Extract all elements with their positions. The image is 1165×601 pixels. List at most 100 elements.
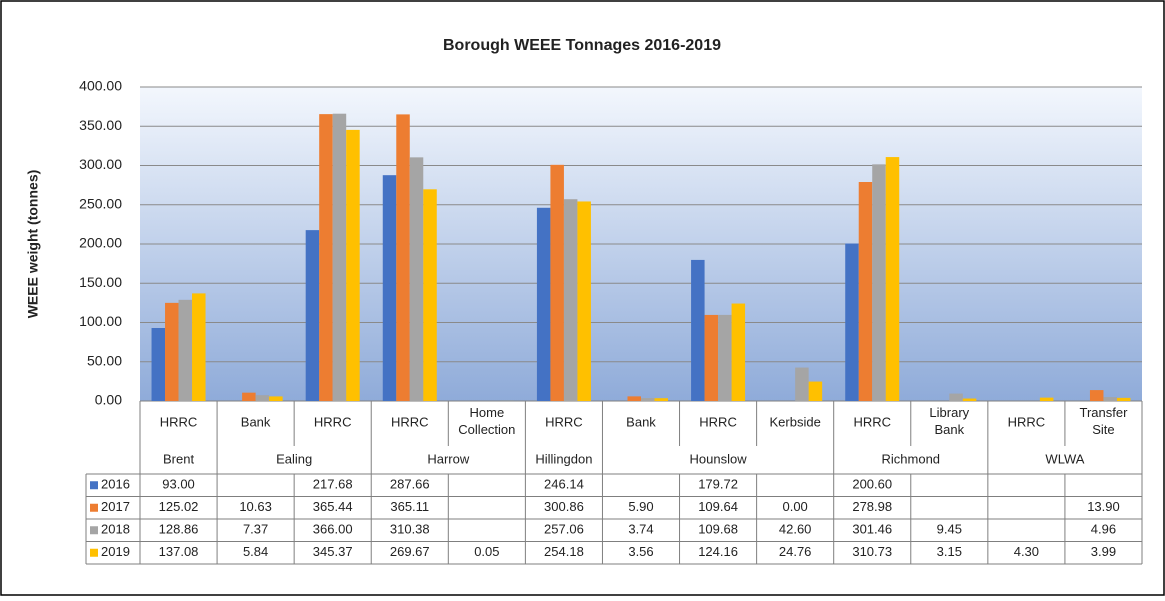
- table-value: 3.74: [628, 522, 653, 537]
- legend-swatch: [90, 549, 98, 557]
- chart-title: Borough WEEE Tonnages 2016-2019: [443, 37, 721, 54]
- bar: [963, 399, 977, 401]
- x-tick-label: Bank: [626, 414, 656, 429]
- bar: [550, 165, 564, 401]
- table-value: 109.68: [698, 522, 738, 537]
- group-label: Richmond: [882, 451, 941, 466]
- bar: [1090, 390, 1104, 401]
- bar: [809, 382, 823, 401]
- table-value: 3.99: [1091, 544, 1116, 559]
- bar: [346, 130, 360, 401]
- bar: [872, 164, 886, 401]
- bar: [1040, 398, 1054, 401]
- bar: [655, 398, 669, 401]
- table-value: 287.66: [390, 477, 430, 492]
- y-tick-label: 0.00: [95, 392, 122, 408]
- bar: [705, 315, 719, 401]
- x-tick-label: HRRC: [160, 414, 198, 429]
- y-axis-label: WEEE weight (tonnes): [25, 170, 41, 319]
- y-tick-label: 50.00: [87, 352, 122, 368]
- table-value: 4.30: [1014, 544, 1039, 559]
- table-value: 4.96: [1091, 522, 1116, 537]
- table-value: 125.02: [159, 499, 199, 514]
- table-value: 246.14: [544, 477, 584, 492]
- table-value: 42.60: [779, 522, 812, 537]
- bar: [795, 368, 809, 401]
- table-value: 217.68: [313, 477, 353, 492]
- group-label: Brent: [163, 451, 194, 466]
- bar: [1103, 397, 1117, 401]
- x-tick-label: HRRC: [391, 414, 429, 429]
- table-value: 278.98: [852, 499, 892, 514]
- x-tick-label: HRRC: [545, 414, 583, 429]
- table-value: 24.76: [779, 544, 812, 559]
- bar: [306, 230, 320, 401]
- bar: [718, 315, 732, 401]
- bar: [396, 114, 410, 401]
- table-value: 366.00: [313, 522, 353, 537]
- table-value: 7.37: [243, 522, 268, 537]
- legend-swatch: [90, 481, 98, 489]
- y-tick-label: 100.00: [79, 313, 122, 329]
- group-label: WLWA: [1045, 451, 1084, 466]
- x-tick-label: Kerbside: [769, 414, 820, 429]
- x-tick-label: Bank: [241, 414, 271, 429]
- bar: [269, 396, 283, 401]
- group-label: Hillingdon: [535, 451, 592, 466]
- table-value: 257.06: [544, 522, 584, 537]
- legend-label: 2019: [101, 544, 130, 559]
- table-value: 13.90: [1087, 499, 1120, 514]
- bar: [242, 393, 256, 401]
- bar: [319, 114, 333, 401]
- y-tick-label: 200.00: [79, 235, 122, 251]
- bar: [628, 396, 642, 401]
- table-value: 310.73: [852, 544, 892, 559]
- bar: [845, 244, 859, 401]
- bar: [165, 303, 179, 401]
- table-value: 3.56: [628, 544, 653, 559]
- table-value: 254.18: [544, 544, 584, 559]
- table-value: 301.46: [852, 522, 892, 537]
- bar: [564, 199, 578, 401]
- bar: [732, 304, 746, 401]
- table-value: 128.86: [159, 522, 199, 537]
- y-tick-label: 250.00: [79, 195, 122, 211]
- table-value: 269.67: [390, 544, 430, 559]
- bar: [691, 260, 705, 401]
- table-value: 9.45: [937, 522, 962, 537]
- bar: [577, 201, 591, 401]
- bar: [1117, 398, 1131, 401]
- table-value: 365.44: [313, 499, 353, 514]
- bar: [179, 300, 193, 401]
- table-value: 300.86: [544, 499, 584, 514]
- table-value: 365.11: [390, 499, 429, 514]
- y-tick-label: 350.00: [79, 117, 122, 133]
- y-tick-label: 150.00: [79, 274, 122, 290]
- table-value: 0.00: [782, 499, 807, 514]
- table-value: 10.63: [239, 499, 272, 514]
- table-value: 93.00: [162, 477, 195, 492]
- legend-label: 2018: [101, 522, 130, 537]
- table-value: 200.60: [852, 477, 892, 492]
- table-value: 5.90: [628, 499, 653, 514]
- bar: [152, 328, 166, 401]
- x-tick-label: HRRC: [314, 414, 352, 429]
- legend-label: 2017: [101, 499, 130, 514]
- x-tick-label: HRRC: [1008, 414, 1046, 429]
- table-value: 124.16: [698, 544, 738, 559]
- bar: [423, 189, 437, 401]
- bar: [383, 175, 397, 401]
- bar: [641, 398, 655, 401]
- x-tick-label: HRRC: [853, 414, 891, 429]
- table-value: 310.38: [390, 522, 430, 537]
- table-value: 5.84: [243, 544, 268, 559]
- bar: [333, 114, 347, 401]
- group-label: Harrow: [427, 451, 470, 466]
- bar: [192, 293, 206, 401]
- group-label: Ealing: [276, 451, 312, 466]
- group-label: Hounslow: [690, 451, 748, 466]
- table-value: 3.15: [937, 544, 962, 559]
- table-value: 0.05: [474, 544, 499, 559]
- y-tick-label: 300.00: [79, 156, 122, 172]
